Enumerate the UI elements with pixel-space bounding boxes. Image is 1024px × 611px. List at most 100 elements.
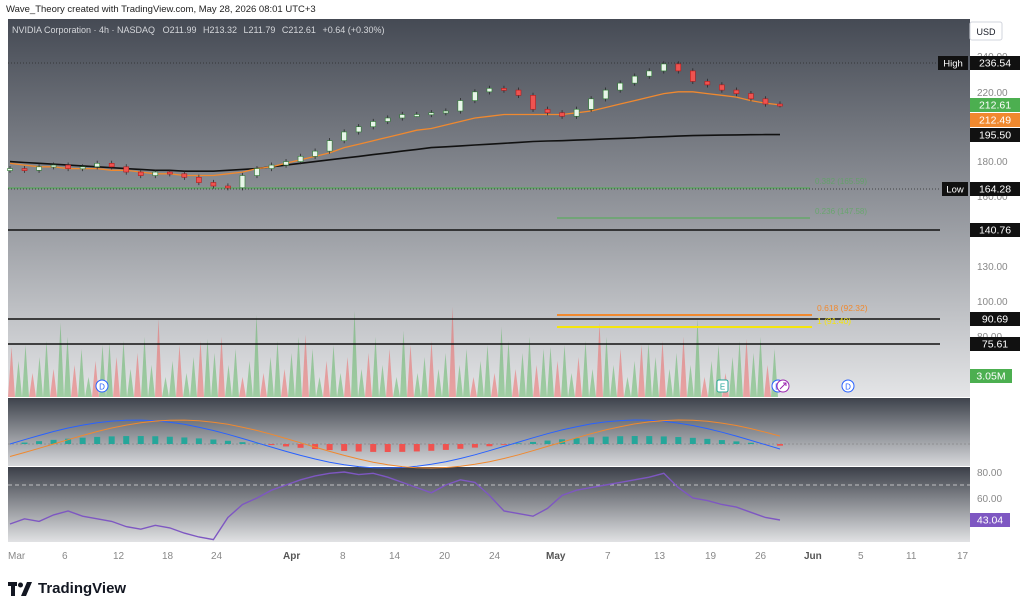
macd-bar <box>530 441 537 444</box>
split-icon[interactable] <box>776 379 790 393</box>
high-label: H <box>203 25 210 35</box>
rsi-pane[interactable] <box>8 467 970 542</box>
time-tick: 13 <box>654 551 666 562</box>
macd-bar <box>50 439 57 444</box>
volume-bar <box>449 307 456 397</box>
candle-down <box>225 185 231 189</box>
tradingview-brand-text: TradingView <box>38 580 127 597</box>
macd-bar <box>370 444 377 452</box>
candle-up <box>283 161 289 166</box>
open-label: O <box>163 25 170 35</box>
volume-bar <box>64 337 71 397</box>
macd-bar <box>500 444 507 445</box>
price-tick: 220.00 <box>977 88 1008 99</box>
volume-bar <box>267 357 274 397</box>
volume-bar <box>729 357 736 397</box>
ema-price-tag[interactable]: 212.49 <box>970 113 1020 127</box>
candle-down <box>530 95 536 110</box>
macd-bar <box>471 444 478 448</box>
macd-bar <box>675 437 682 444</box>
volume-bar <box>302 335 309 397</box>
candle-up <box>443 110 449 114</box>
event-markers[interactable]: D D E D <box>95 379 855 393</box>
volume-bar <box>484 345 491 397</box>
volume-bar <box>169 361 176 397</box>
volume-bar <box>127 369 134 397</box>
macd-bar <box>108 436 115 444</box>
time-tick: Jun <box>804 551 822 562</box>
macd-bar <box>341 444 348 451</box>
dividend-marker[interactable]: D <box>95 379 109 393</box>
support-tag-75[interactable]: 75.61 <box>970 337 1020 351</box>
macd-bar <box>660 436 667 444</box>
macd-bar <box>689 437 696 444</box>
volume-bar <box>288 353 295 397</box>
svg-text:90.69: 90.69 <box>982 314 1008 326</box>
sma-price-tag[interactable]: 195.50 <box>970 128 1020 142</box>
earnings-marker[interactable]: E <box>716 379 729 393</box>
volume-bar <box>309 349 316 397</box>
volume-bar <box>204 339 211 397</box>
close-label: C <box>282 25 289 35</box>
candle-up <box>341 131 347 141</box>
macd-bar <box>65 438 72 444</box>
fib-yellow-label: 1 (91.40) <box>817 316 851 326</box>
volume-bar <box>442 353 449 397</box>
macd-bar <box>588 437 595 444</box>
support-tag-90[interactable]: 90.69 <box>970 312 1020 326</box>
volume-bar <box>421 357 428 397</box>
currency-button[interactable]: USD <box>969 21 1003 41</box>
candle-up <box>239 175 246 189</box>
candle-up <box>94 163 100 168</box>
volume-tag[interactable]: 3.05M <box>970 369 1012 383</box>
volume-bar <box>183 373 190 397</box>
volume-bar <box>673 353 680 397</box>
dividend-marker[interactable]: D <box>841 379 855 393</box>
time-tick: May <box>546 551 566 562</box>
volume-bar <box>743 339 750 397</box>
candle-up <box>79 166 86 170</box>
candle-down <box>167 171 173 175</box>
svg-text:236.54: 236.54 <box>979 58 1011 70</box>
price-tick: 100.00 <box>977 297 1008 308</box>
time-tick: 24 <box>211 551 223 562</box>
macd-bar <box>268 444 275 446</box>
volume-bar <box>141 337 148 397</box>
high-price-tag[interactable]: High 236.54 <box>938 56 1020 70</box>
volume-histogram <box>8 307 778 397</box>
macd-bar <box>94 436 101 444</box>
last-price-tag[interactable]: 212.61 <box>970 98 1020 112</box>
volume-bar <box>477 361 484 397</box>
candle-down <box>210 182 217 187</box>
svg-text:164.28: 164.28 <box>979 184 1011 196</box>
candle-up <box>486 88 493 93</box>
macd-bar <box>312 444 319 450</box>
volume-bar <box>295 337 302 397</box>
macd-pane[interactable] <box>8 398 970 466</box>
time-tick: 6 <box>62 551 68 562</box>
time-axis[interactable] <box>0 543 970 567</box>
macd-bar <box>283 444 290 447</box>
candle-down <box>690 70 696 82</box>
sma-200-line <box>9 133 780 172</box>
volume-bar <box>15 361 22 397</box>
candle-up <box>297 156 304 162</box>
price-tick: 160.00 <box>977 192 1008 203</box>
main-pane[interactable] <box>8 19 970 397</box>
volume-bar <box>372 337 379 397</box>
footer-brand[interactable]: TradingView <box>8 580 126 597</box>
time-tick: 24 <box>489 551 501 562</box>
volume-bar <box>330 345 337 397</box>
low-price-tag[interactable]: Low 164.28 <box>942 182 1020 196</box>
volume-bar <box>316 377 323 397</box>
macd-bar <box>239 442 246 444</box>
rsi-value-tag[interactable]: 43.04 <box>970 513 1010 527</box>
candle-down <box>137 171 144 176</box>
macd-bar <box>21 442 28 444</box>
volume-bar <box>568 373 575 397</box>
symbol-legend[interactable]: NVIDIA Corporation · 4h · NASDAQ O211.99… <box>12 25 385 35</box>
volume-bar <box>764 365 771 397</box>
macd-signal-line <box>9 419 781 469</box>
support-tag-140[interactable]: 140.76 <box>970 223 1020 237</box>
